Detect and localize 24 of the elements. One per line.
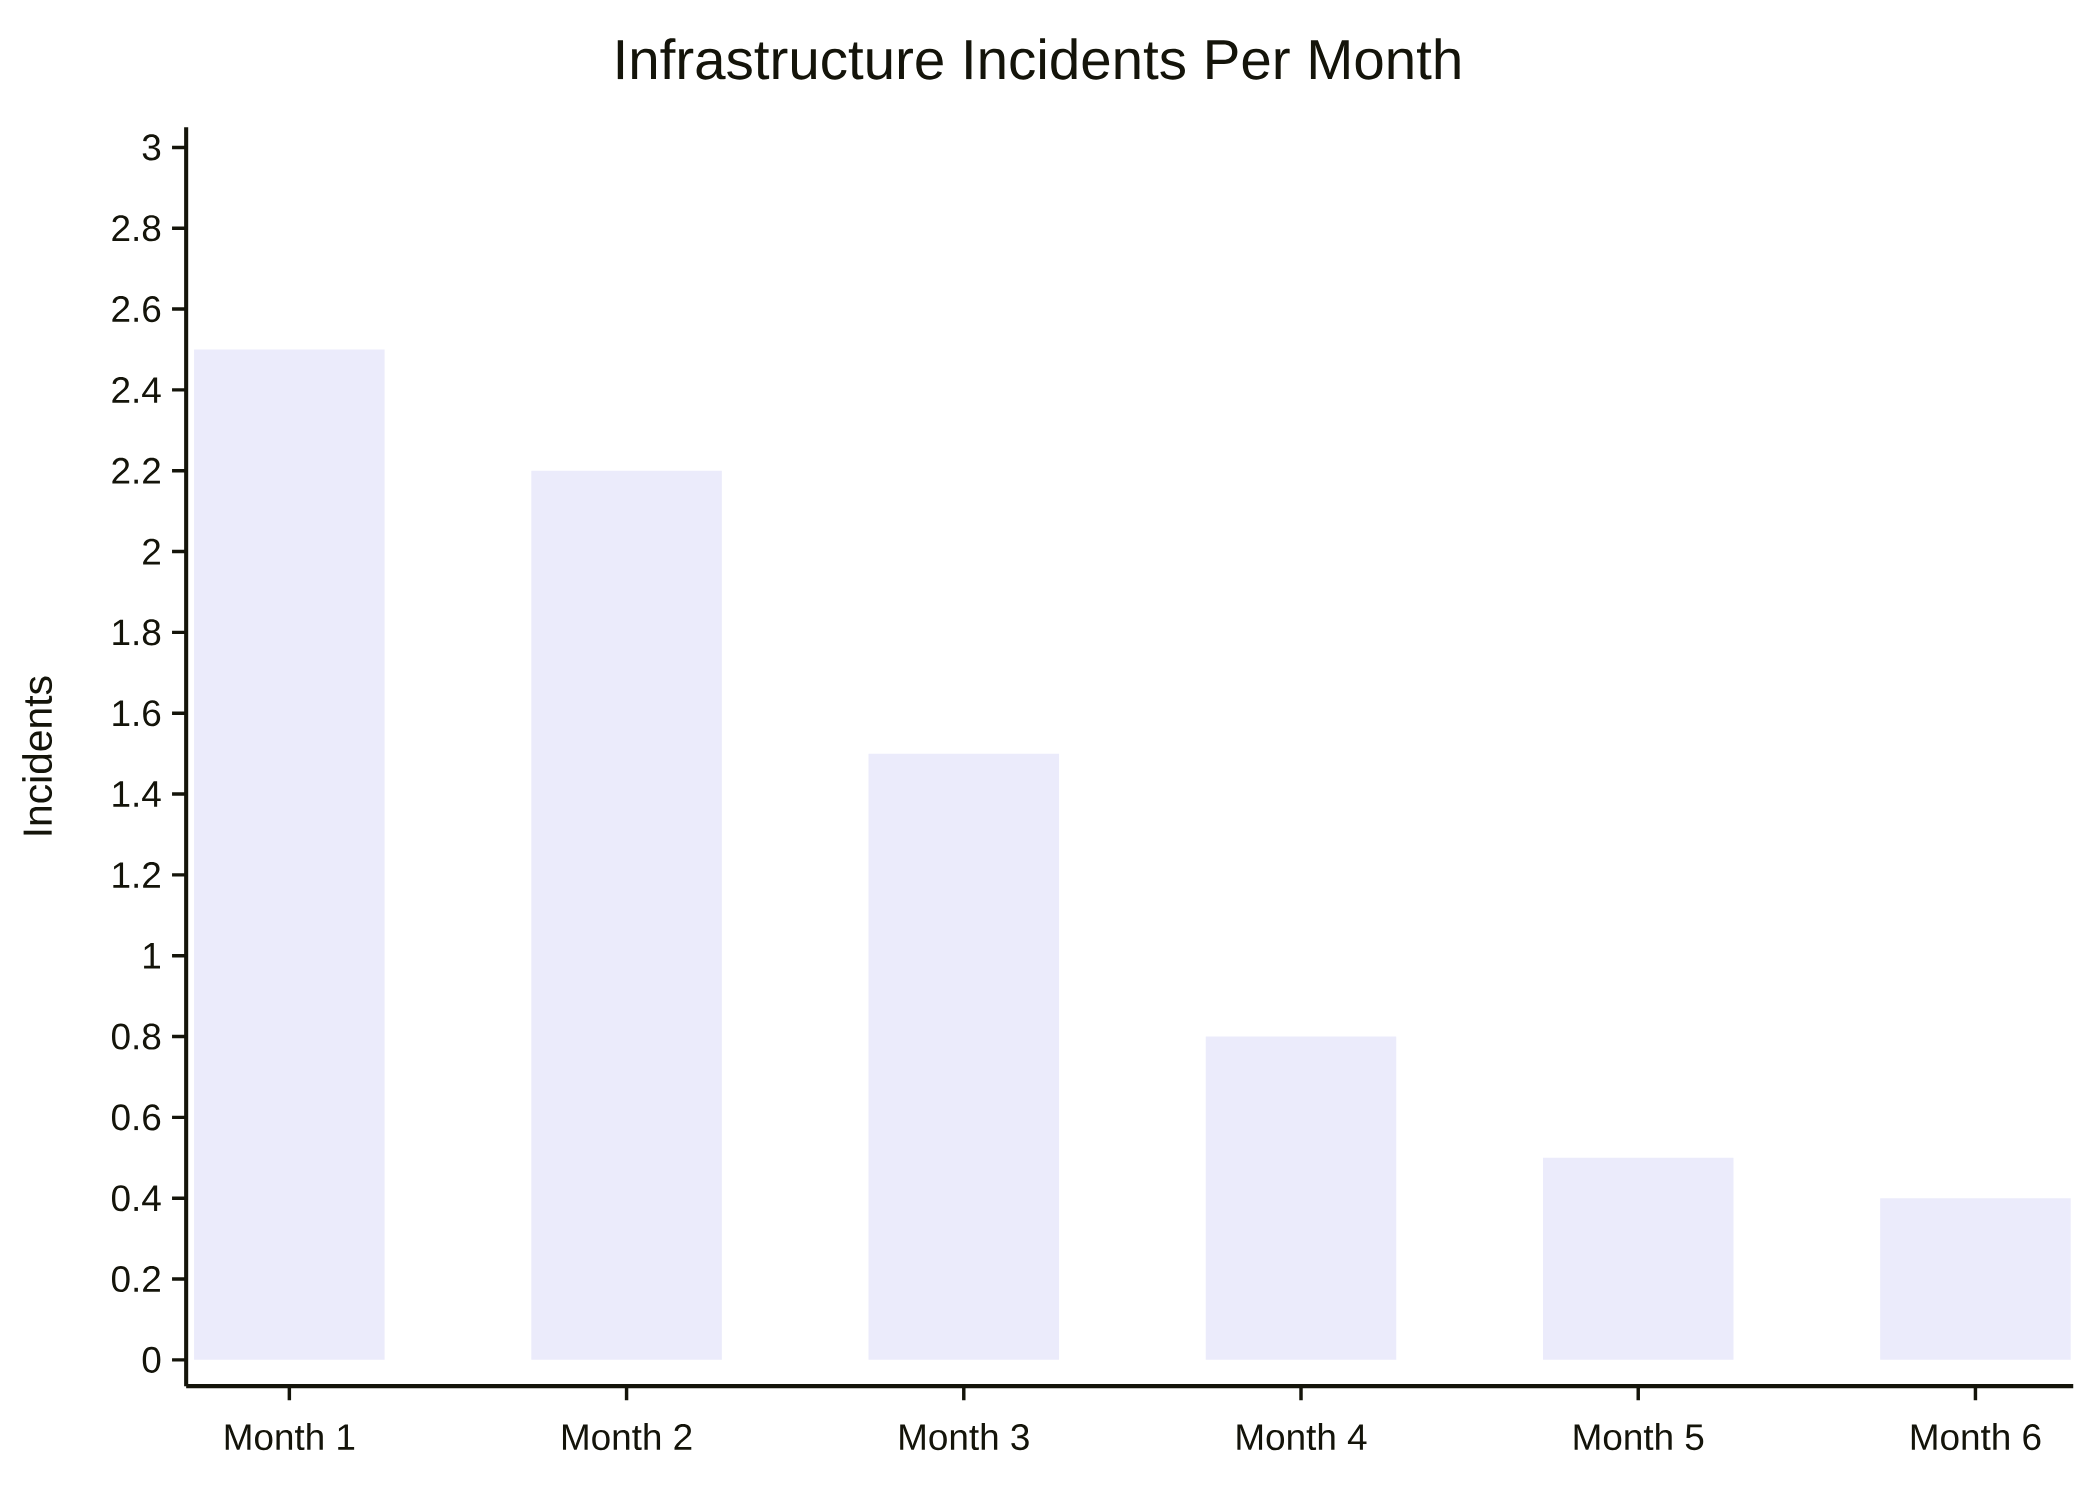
x-tick-label: Month 5: [1574, 1423, 1704, 1451]
y-tick-label: 1: [144, 943, 160, 969]
chart-title: Infrastructure Incidents Per Month: [617, 38, 1460, 80]
y-tick-label: 2.2: [112, 457, 160, 484]
x-tick-label: Month 6: [1911, 1423, 2041, 1451]
y-tick-label: 1.2: [113, 862, 160, 888]
y-tick-label: 0.2: [111, 1266, 160, 1293]
x-tick-label: Month 3: [900, 1423, 1029, 1451]
y-tick-label: 1.4: [113, 781, 161, 807]
x-tick-label: Month 1: [225, 1423, 355, 1451]
y-tick-label: 2.4: [112, 377, 161, 403]
x-tick-label: Month 4: [1237, 1423, 1367, 1451]
y-tick-label: 1.6: [113, 700, 161, 727]
y-tick-label: 0: [142, 1346, 161, 1373]
y-axis-title: Incidents: [22, 676, 53, 835]
y-tick-label: 0.6: [111, 1104, 161, 1131]
x-tick-label: Month 2: [562, 1423, 692, 1451]
y-tick-label: 2.8: [112, 215, 161, 242]
y-tick-label: 3: [142, 134, 161, 161]
y-tick-label: 0.8: [111, 1023, 161, 1050]
y-tick-label: 2.6: [112, 296, 161, 323]
y-tick-label: 0.4: [111, 1185, 161, 1212]
y-tick-label: 1.8: [113, 619, 161, 646]
y-tick-label: 2: [143, 538, 160, 565]
